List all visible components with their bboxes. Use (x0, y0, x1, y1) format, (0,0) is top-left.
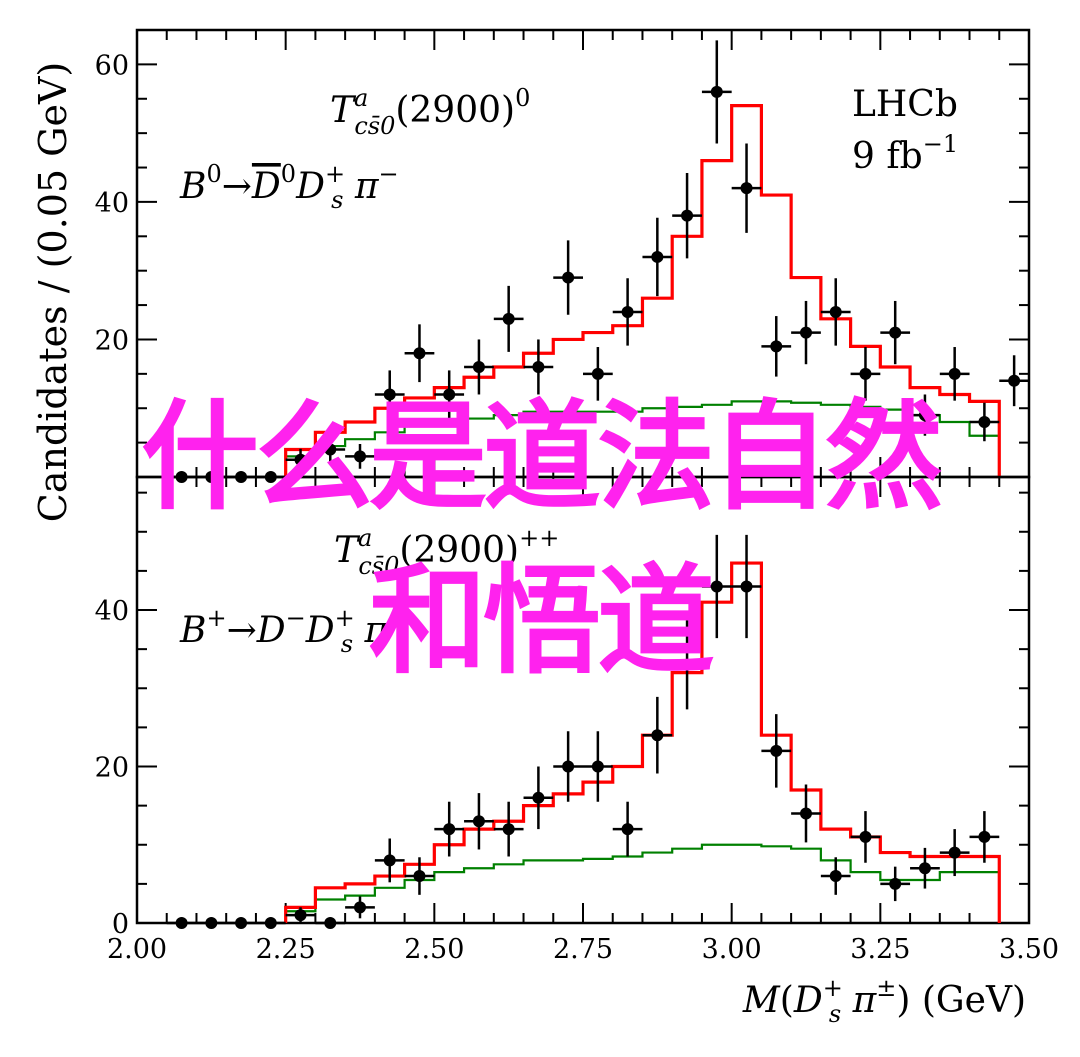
data-point (999, 355, 1029, 407)
total-fit-top (284, 104, 1001, 477)
data-point (434, 801, 465, 857)
y-tick-label: 20 (95, 325, 129, 356)
bottom-panel: 0 20 40 2.00 2.25 2.50 2.75 3.00 3.25 3.50 (95, 475, 1059, 965)
y-tick-label: 20 (95, 753, 129, 784)
data-point (880, 300, 911, 365)
bottom-state-label: Ta cs̄0(2900)++ (334, 524, 559, 580)
data-point (761, 714, 792, 788)
data-point (374, 838, 405, 883)
overlay-text-line1: 什么是道法自然 (140, 388, 943, 526)
data-point (464, 793, 494, 850)
data-point (910, 847, 940, 889)
data-point (761, 316, 792, 377)
data-point (315, 435, 346, 464)
x-tick-label: 2.25 (256, 934, 316, 965)
data-point (612, 278, 643, 346)
data-point (315, 917, 346, 929)
data-point (345, 896, 375, 919)
data-point (523, 766, 554, 830)
data-point (553, 240, 583, 315)
x-tick-label: 2.75 (553, 934, 613, 965)
x-tick-label: 3.25 (850, 934, 910, 965)
data-point (850, 811, 881, 863)
data-point (464, 339, 494, 395)
data-point (583, 347, 613, 401)
data-point (553, 731, 583, 802)
data-point (196, 917, 227, 929)
bottom-decay-label: B+→D−D+ s π+ (179, 604, 408, 658)
data-point (939, 829, 970, 877)
experiment-label: LHCb (852, 84, 958, 125)
data-point (612, 801, 643, 857)
data-point (939, 347, 970, 401)
data-point (493, 285, 524, 352)
data-point (701, 534, 732, 639)
overlay-text-line2: 和悟道 (368, 552, 715, 690)
data-point (850, 347, 881, 401)
y-tick-label: 40 (95, 188, 129, 219)
data-point (731, 143, 762, 233)
data-point (404, 857, 435, 895)
luminosity-label: 9 fb−1 (852, 130, 958, 177)
data-point (672, 620, 702, 710)
background-fit-top (284, 400, 1001, 477)
data-point (493, 801, 524, 857)
data-point (374, 370, 405, 419)
panel-frame-bottom (135, 475, 1031, 925)
data-point (285, 448, 316, 471)
data-point (642, 696, 673, 774)
data-point (345, 443, 375, 469)
data-point (820, 857, 851, 895)
data-point (642, 217, 673, 297)
data-point (404, 324, 435, 383)
data-point (285, 907, 316, 923)
data-point (523, 339, 554, 395)
x-tick-label: 2.00 (107, 934, 167, 965)
y-axis-label: Candidates / (0.05 GeV) (31, 62, 75, 523)
data-point (226, 917, 256, 929)
data-point (820, 278, 851, 346)
data-point (255, 917, 286, 929)
top-panel: 20 40 60 (95, 28, 1031, 483)
data-point (910, 394, 940, 436)
data-point (583, 731, 613, 802)
data-point (166, 917, 197, 929)
data-point (791, 784, 821, 843)
x-tick-label: 3.50 (999, 934, 1059, 965)
top-decay-label: B0→D0D+ s π− (179, 160, 399, 214)
data-point (969, 811, 1000, 863)
data-point (969, 402, 1000, 442)
data-point (791, 300, 821, 365)
y-tick-label: 0 (112, 909, 129, 940)
data-point (701, 40, 732, 144)
x-axis-label: M(D+ s π±) (GeV) (742, 974, 1026, 1028)
data-point (880, 866, 911, 902)
y-tick-label: 40 (95, 596, 129, 627)
data-point (731, 534, 762, 639)
top-state-label: Ta cs̄0(2900)0 (330, 84, 530, 140)
x-tick-label: 2.50 (404, 934, 464, 965)
x-tick-label: 3.00 (702, 934, 762, 965)
data-point (672, 173, 702, 259)
y-tick-label: 60 (95, 50, 129, 81)
data-point (434, 370, 465, 419)
